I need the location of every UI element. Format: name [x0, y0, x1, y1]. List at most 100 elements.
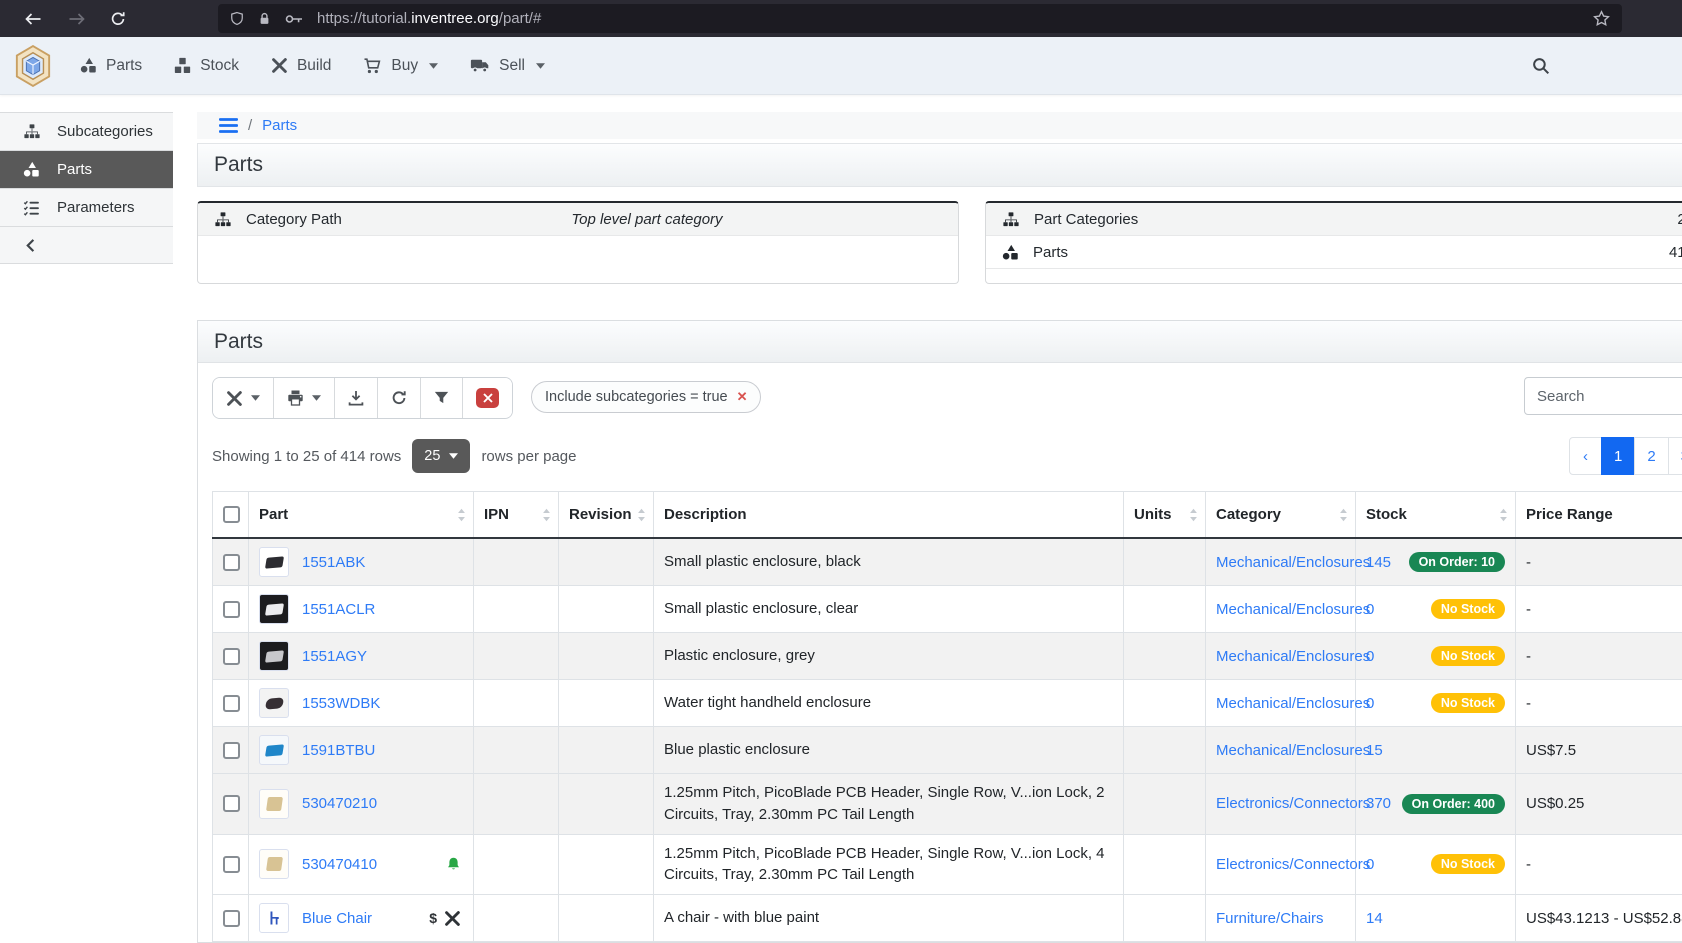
- reload-icon[interactable]: [110, 11, 126, 27]
- actions-dropdown-button[interactable]: [213, 378, 274, 418]
- sidebar-item-label: Subcategories: [57, 123, 153, 140]
- inventree-logo[interactable]: [14, 45, 52, 87]
- part-thumbnail[interactable]: [259, 688, 289, 718]
- row-checkbox[interactable]: [223, 742, 240, 759]
- sidebar-item-parameters[interactable]: Parameters: [0, 188, 173, 226]
- part-thumbnail[interactable]: [259, 789, 289, 819]
- page-size-dropdown[interactable]: 25: [412, 439, 470, 473]
- search-icon[interactable]: [1532, 57, 1550, 75]
- shield-icon[interactable]: [230, 11, 244, 26]
- column-header-label: IPN: [484, 506, 509, 523]
- price-range-value: -: [1526, 695, 1531, 712]
- address-bar[interactable]: https://tutorial.inventree.org/part/#: [218, 4, 1622, 33]
- nav-item-stock[interactable]: Stock: [162, 49, 251, 83]
- menu-toggle-icon[interactable]: [219, 118, 238, 133]
- nav-item-build[interactable]: Build: [259, 49, 343, 83]
- stock-link[interactable]: 0: [1366, 648, 1374, 665]
- key-icon[interactable]: [285, 13, 303, 25]
- part-thumbnail[interactable]: [259, 903, 289, 933]
- stock-link[interactable]: 0: [1366, 601, 1374, 618]
- filter-button[interactable]: [421, 378, 463, 418]
- sidebar-item-subcategories[interactable]: Subcategories: [0, 112, 173, 150]
- bell-icon: [446, 856, 461, 872]
- stock-link[interactable]: 370: [1366, 795, 1391, 812]
- chip-close-icon[interactable]: ✕: [737, 389, 748, 405]
- category-link[interactable]: Electronics/Connectors: [1216, 856, 1370, 873]
- pagination-prev-button[interactable]: ‹: [1569, 437, 1602, 475]
- nav-item-buy[interactable]: Buy: [351, 49, 450, 83]
- column-header-category[interactable]: Category: [1206, 492, 1356, 539]
- stock-link[interactable]: 14: [1366, 910, 1383, 927]
- nav-item-parts[interactable]: Parts: [68, 49, 154, 83]
- category-link[interactable]: Mechanical/Enclosures: [1216, 648, 1370, 665]
- row-checkbox[interactable]: [223, 795, 240, 812]
- pagination-page-1[interactable]: 1: [1601, 437, 1635, 475]
- sidebar-collapse-button[interactable]: [0, 226, 173, 264]
- part-link[interactable]: 1551AGY: [302, 648, 367, 665]
- cell-ipn: [474, 774, 559, 835]
- column-header-ipn[interactable]: IPN: [474, 492, 559, 539]
- cell-category: Electronics/Connectors: [1206, 774, 1356, 835]
- part-thumbnail[interactable]: [259, 735, 289, 765]
- category-link[interactable]: Mechanical/Enclosures: [1216, 742, 1370, 759]
- part-indicator-icons: $: [429, 910, 463, 927]
- select-all-checkbox[interactable]: [223, 506, 240, 523]
- stock-link[interactable]: 0: [1366, 695, 1374, 712]
- row-checkbox[interactable]: [223, 601, 240, 618]
- cell-part: 1551AGY: [249, 633, 474, 680]
- part-thumbnail[interactable]: [259, 547, 289, 577]
- download-button[interactable]: [335, 378, 378, 418]
- category-link[interactable]: Mechanical/Enclosures: [1216, 695, 1370, 712]
- part-link[interactable]: 1551ABK: [302, 554, 365, 571]
- row-checkbox[interactable]: [223, 648, 240, 665]
- back-icon[interactable]: [24, 11, 43, 27]
- print-dropdown-button[interactable]: [274, 378, 335, 418]
- nav-item-sell[interactable]: Sell: [458, 49, 557, 83]
- cell-select: [213, 538, 249, 586]
- forward-icon[interactable]: [67, 11, 86, 27]
- column-header-revision[interactable]: Revision: [559, 492, 654, 539]
- column-header-stock[interactable]: Stock: [1356, 492, 1516, 539]
- tasks-icon: [22, 200, 41, 216]
- breadcrumb-link-parts[interactable]: Parts: [262, 117, 297, 134]
- row-checkbox[interactable]: [223, 554, 240, 571]
- part-link[interactable]: Blue Chair: [302, 910, 372, 927]
- cell-revision: [559, 774, 654, 835]
- cell-part: 530470210: [249, 774, 474, 835]
- cell-select: [213, 774, 249, 835]
- column-header-units[interactable]: Units: [1124, 492, 1206, 539]
- stock-link[interactable]: 145: [1366, 554, 1391, 571]
- stock-link[interactable]: 15: [1366, 742, 1383, 759]
- cell-ipn: [474, 633, 559, 680]
- cell-part: 1591BTBU: [249, 727, 474, 774]
- category-link[interactable]: Furniture/Chairs: [1216, 910, 1324, 927]
- bookmark-star-icon[interactable]: [1593, 10, 1610, 27]
- sort-icon: [1339, 508, 1348, 522]
- category-link[interactable]: Mechanical/Enclosures: [1216, 601, 1370, 618]
- clear-filters-button[interactable]: [463, 378, 512, 418]
- dollar-icon: $: [429, 910, 437, 926]
- part-thumbnail[interactable]: [259, 641, 289, 671]
- refresh-button[interactable]: [378, 378, 421, 418]
- part-thumbnail[interactable]: [259, 594, 289, 624]
- row-checkbox[interactable]: [223, 910, 240, 927]
- cell-ipn: [474, 680, 559, 727]
- stock-link[interactable]: 0: [1366, 856, 1374, 873]
- row-checkbox[interactable]: [223, 856, 240, 873]
- category-link[interactable]: Mechanical/Enclosures: [1216, 554, 1370, 571]
- part-link[interactable]: 1553WDBK: [302, 695, 380, 712]
- category-link[interactable]: Electronics/Connectors: [1216, 795, 1370, 812]
- sidebar-item-parts[interactable]: Parts: [0, 150, 173, 188]
- column-header-part[interactable]: Part: [249, 492, 474, 539]
- row-checkbox[interactable]: [223, 695, 240, 712]
- part-link[interactable]: 530470210: [302, 795, 377, 812]
- pagination-page-3[interactable]: 3: [1668, 437, 1682, 475]
- part-link[interactable]: 1551ACLR: [302, 601, 375, 618]
- lock-icon[interactable]: [258, 11, 271, 26]
- part-link[interactable]: 530470410: [302, 856, 377, 873]
- part-thumbnail[interactable]: [259, 849, 289, 879]
- pagination-page-2[interactable]: 2: [1634, 437, 1668, 475]
- search-input[interactable]: [1524, 377, 1682, 415]
- part-link[interactable]: 1591BTBU: [302, 742, 375, 759]
